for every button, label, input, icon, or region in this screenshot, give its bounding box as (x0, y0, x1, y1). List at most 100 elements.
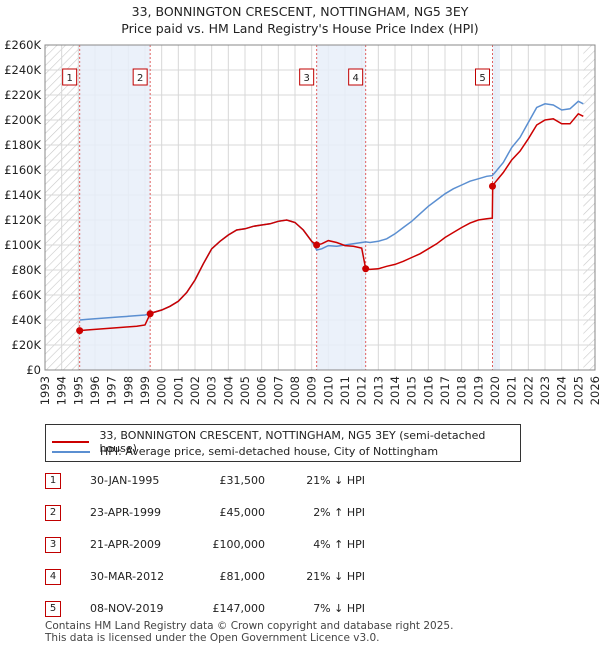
sale-number-badge: 1 (45, 473, 61, 489)
x-tick-label: 2010 (321, 376, 335, 405)
chart-title: 33, BONNINGTON CRESCENT, NOTTINGHAM, NG5… (131, 4, 469, 19)
sale-marker-label: 4 (352, 73, 358, 84)
y-tick-label: £220K (4, 88, 41, 102)
sales-row: 2 23-APR-1999 £45,000 2% ↑ HPI (45, 505, 385, 521)
x-tick-label: 2017 (438, 376, 452, 405)
sale-marker-badge (62, 68, 78, 86)
sale-date: 30-JAN-1995 (90, 474, 160, 487)
legend-label-price-paid: 33, BONNINGTON CRESCENT, NOTTINGHAM, NG5… (99, 429, 486, 455)
x-tick-label: 2026 (588, 376, 600, 405)
y-tick-label: £120K (4, 213, 41, 227)
x-tick-label: 2020 (488, 376, 502, 405)
sale-price: £147,000 (212, 602, 266, 615)
sale-hpi-diff: 7% ↓ HPI (313, 602, 365, 615)
x-tick-label: 2018 (455, 376, 469, 405)
x-tick-label: 2009 (305, 376, 319, 405)
x-tick-label: 2005 (238, 376, 252, 405)
y-tick-label: £40K (12, 313, 42, 327)
hatched-region (583, 45, 595, 370)
sale-marker-label: 3 (303, 73, 309, 84)
y-tick-label: £160K (4, 163, 41, 177)
sale-number-badge: 4 (45, 569, 61, 585)
sale-hpi-diff: 4% ↑ HPI (313, 538, 365, 551)
y-tick-label: £140K (4, 188, 41, 202)
x-tick-label: 1995 (71, 376, 85, 405)
sale-price: £81,000 (219, 570, 266, 583)
x-tick-label: 1996 (88, 376, 102, 405)
y-tick-label: £200K (4, 113, 41, 127)
y-tick-label: £80K (12, 263, 42, 277)
sale-point (489, 182, 496, 190)
x-tick-label: 1994 (55, 376, 69, 405)
x-tick-label: 2007 (271, 376, 285, 405)
legend-swatch-red (52, 441, 90, 443)
sale-marker-label: 5 (479, 73, 485, 84)
sale-marker-badge (475, 68, 490, 86)
sales-row: 5 08-NOV-2019 £147,000 7% ↓ HPI (45, 601, 385, 617)
x-tick-label: 2025 (571, 376, 585, 405)
x-tick-label: 2015 (405, 376, 419, 405)
price-paid-line (79, 112, 584, 332)
y-tick-label: £60K (12, 288, 42, 302)
x-tick-label: 2022 (521, 376, 535, 405)
sale-hpi-diff: 21% ↓ HPI (306, 474, 365, 487)
x-tick-label: 2016 (421, 376, 435, 405)
sale-date: 21-APR-2009 (90, 538, 162, 551)
x-tick-label: 2012 (355, 376, 369, 405)
sale-price: £100,000 (212, 538, 266, 551)
sale-date: 23-APR-1999 (90, 506, 162, 519)
sale-marker-badge (299, 68, 315, 86)
legend-item-hpi: HPI: Average price, semi-detached house,… (52, 445, 438, 458)
plot-frame (44, 44, 596, 371)
x-tick-label: 2003 (205, 376, 219, 405)
sale-marker-label: 1 (66, 73, 72, 84)
y-tick-label: £100K (4, 238, 41, 252)
x-tick-label: 2004 (221, 376, 235, 405)
sale-number-badge: 2 (45, 505, 61, 521)
x-tick-label: 2001 (171, 376, 185, 405)
licence-notice: This data is licensed under the Open Gov… (45, 632, 380, 644)
x-tick-label: 1993 (38, 376, 52, 405)
x-tick-label: 2002 (188, 376, 202, 405)
sale-marker-label: 2 (137, 73, 143, 84)
sale-point (146, 310, 154, 318)
x-tick-label: 2006 (255, 376, 269, 405)
sale-point (76, 327, 84, 335)
legend-swatch-blue (52, 450, 90, 453)
sale-hpi-diff: 21% ↓ HPI (306, 570, 365, 583)
x-tick-label: 2021 (505, 376, 519, 405)
legend-item-price-paid: 33, BONNINGTON CRESCENT, NOTTINGHAM, NG5… (52, 429, 520, 455)
sale-marker-badge (132, 68, 148, 86)
sale-period-band (316, 45, 366, 370)
sale-number-badge: 5 (45, 601, 61, 617)
x-tick-label: 2000 (155, 376, 169, 405)
y-tick-label: £260K (4, 38, 41, 52)
sale-price: £45,000 (219, 506, 266, 519)
sale-date: 08-NOV-2019 (90, 602, 164, 615)
x-tick-label: 2011 (338, 376, 352, 405)
sales-row: 3 21-APR-2009 £100,000 4% ↑ HPI (45, 537, 385, 553)
x-tick-label: 2024 (555, 376, 569, 405)
sale-number-badge: 3 (45, 537, 61, 553)
sales-row: 4 30-MAR-2012 £81,000 21% ↓ HPI (45, 569, 385, 585)
y-tick-label: £180K (4, 138, 41, 152)
sale-hpi-diff: 2% ↑ HPI (313, 506, 365, 519)
x-tick-label: 1999 (138, 376, 152, 405)
y-tick-label: £0 (26, 363, 41, 377)
y-tick-label: £20K (12, 338, 42, 352)
chart-subtitle: Price paid vs. HM Land Registry's House … (121, 21, 479, 36)
y-tick-label: £240K (4, 63, 41, 77)
sale-period-band (79, 45, 151, 370)
x-tick-label: 2014 (388, 376, 402, 405)
x-tick-label: 1997 (105, 376, 119, 405)
sale-price: £31,500 (219, 474, 266, 487)
copyright-notice: Contains HM Land Registry data © Crown c… (45, 620, 454, 632)
x-tick-label: 2023 (538, 376, 552, 405)
hatched-region (45, 45, 80, 370)
sale-date: 30-MAR-2012 (90, 570, 165, 583)
x-tick-label: 2008 (288, 376, 302, 405)
sale-period-band (492, 45, 500, 370)
sales-row: 1 30-JAN-1995 £31,500 21% ↓ HPI (45, 473, 385, 489)
sale-point (313, 241, 321, 249)
chart-legend: 33, BONNINGTON CRESCENT, NOTTINGHAM, NG5… (45, 424, 521, 462)
